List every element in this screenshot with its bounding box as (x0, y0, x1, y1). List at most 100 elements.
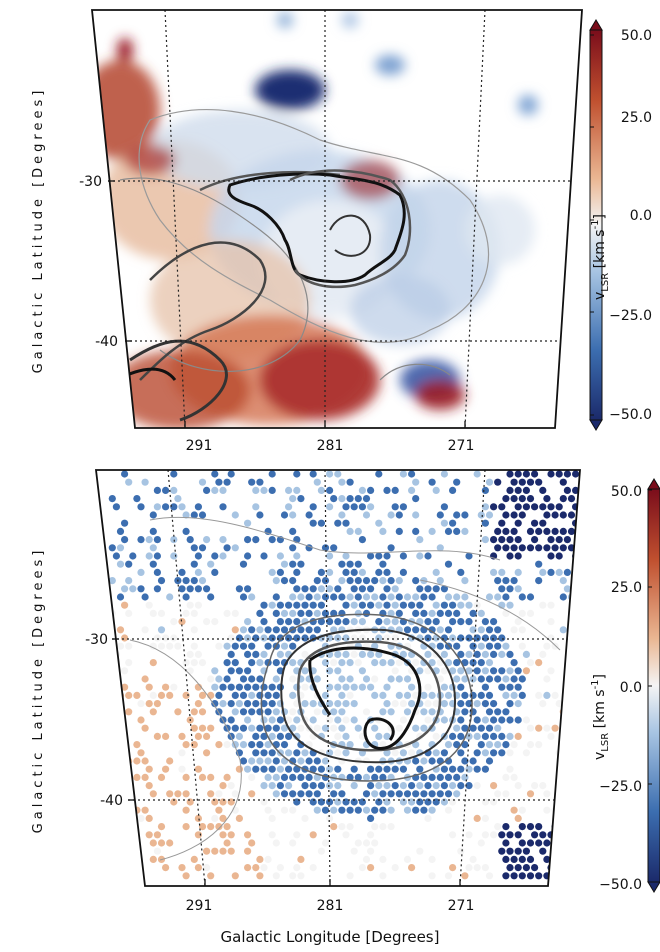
hex-sample (260, 618, 268, 626)
hex-sample (531, 519, 539, 527)
hex-sample (395, 593, 403, 601)
hex-sample (559, 823, 567, 831)
hex-sample (420, 609, 428, 618)
hex-sample (338, 478, 346, 486)
hex-sample (252, 503, 260, 511)
hex-sample (276, 552, 284, 560)
hex-sample (395, 790, 403, 798)
hex-sample (498, 667, 506, 675)
hex-sample (350, 568, 358, 577)
hex-sample (424, 650, 432, 659)
hex-sample (490, 503, 498, 511)
hex-sample (309, 601, 317, 609)
hex-sample (116, 544, 125, 552)
hex-sample (395, 675, 403, 683)
hex-sample (203, 847, 211, 855)
hex-sample (387, 659, 395, 667)
hex-sample (510, 741, 518, 749)
hex-sample (375, 765, 383, 773)
hex-sample (207, 773, 215, 782)
hex-sample (338, 806, 346, 814)
hex-sample (313, 626, 321, 634)
hex-sample (379, 577, 387, 585)
top-y-tick-labels: -30 -40 (79, 174, 118, 350)
hex-sample (326, 568, 334, 577)
hex-sample (375, 601, 383, 609)
hex-sample (334, 782, 342, 790)
hex-sample (469, 642, 477, 650)
hex-sample (190, 642, 198, 650)
hex-sample (465, 864, 473, 872)
hex-sample (572, 634, 580, 642)
hex-sample (416, 782, 424, 790)
bottom-y-tick-30: -30 (85, 632, 108, 648)
hex-sample (432, 618, 440, 626)
hex-sample (543, 724, 551, 732)
hex-sample (543, 511, 551, 519)
hex-sample (350, 798, 358, 806)
hex-sample (137, 536, 145, 544)
hex-sample (498, 650, 506, 659)
hex-sample (551, 839, 559, 847)
hex-sample (350, 601, 358, 609)
hex-sample (510, 659, 518, 667)
hex-sample (256, 675, 264, 683)
hex-sample (174, 708, 182, 716)
bottom-x-axis-label: Galactic Longitude [Degrees] (221, 928, 440, 946)
hex-sample (125, 708, 133, 716)
hex-sample (317, 765, 325, 773)
hex-sample (498, 716, 506, 724)
hex-sample (539, 519, 547, 527)
hex-sample (280, 724, 289, 732)
hex-sample (342, 831, 350, 839)
hex-sample (531, 864, 539, 872)
hex-sample (182, 773, 190, 782)
hex-sample (444, 741, 453, 749)
hex-sample (297, 609, 305, 618)
hex-sample (317, 618, 325, 626)
hex-sample (481, 864, 489, 872)
hex-sample (182, 872, 190, 880)
hex-sample (334, 798, 342, 806)
hex-sample (461, 773, 469, 782)
hex-sample (285, 732, 293, 741)
hex-sample (522, 716, 531, 724)
hex-sample (555, 536, 563, 544)
hex-sample (362, 495, 371, 503)
hex-sample (403, 855, 412, 864)
hex-sample (203, 864, 211, 872)
hex-sample (354, 495, 362, 503)
hex-sample (149, 659, 157, 667)
hex-sample (412, 593, 420, 601)
hex-sample (190, 724, 198, 732)
hex-sample (285, 486, 293, 494)
hex-sample (371, 806, 379, 814)
hex-sample (153, 585, 161, 593)
hex-sample (494, 790, 502, 798)
hex-sample (207, 724, 215, 732)
hex-sample (444, 609, 453, 618)
hex-sample (116, 626, 125, 634)
hex-sample (166, 642, 174, 650)
hex-sample (494, 708, 502, 716)
top-emission-blobs (92, 12, 538, 428)
hex-sample (338, 823, 346, 831)
hex-sample (453, 675, 461, 683)
top-cbar-tick-neg50: −50.0 (609, 407, 652, 423)
hex-sample (121, 536, 129, 544)
hex-sample (375, 519, 383, 527)
hex-sample (309, 864, 317, 872)
hex-sample (334, 634, 342, 642)
hex-sample (219, 683, 227, 691)
hex-sample (383, 700, 391, 708)
hex-sample (379, 790, 387, 798)
hex-sample (313, 790, 321, 798)
hex-sample (436, 773, 444, 782)
hex-sample (514, 716, 522, 724)
hex-sample (514, 864, 522, 872)
hex-sample (481, 634, 489, 642)
hex-sample (223, 478, 231, 486)
hex-sample (473, 814, 481, 823)
hex-sample (215, 790, 223, 798)
hex-sample (526, 544, 535, 552)
